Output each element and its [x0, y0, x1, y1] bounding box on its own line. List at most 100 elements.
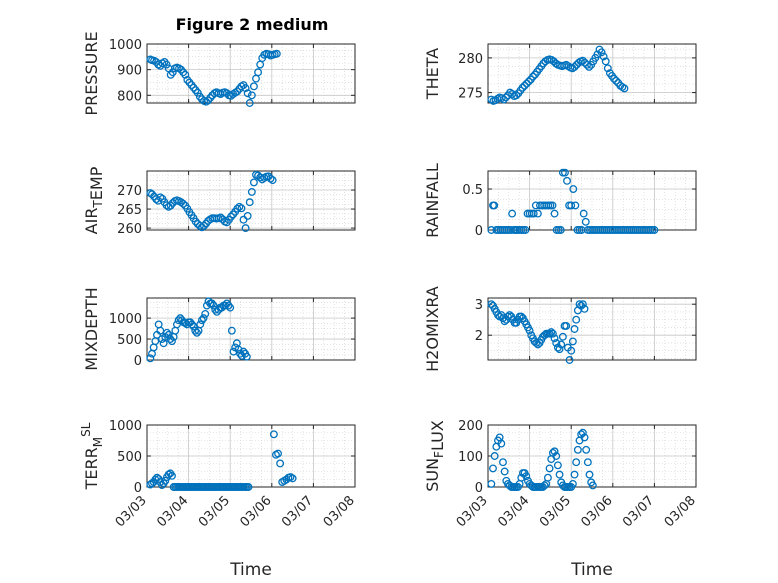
y-tick-label: 500: [117, 450, 142, 465]
x-tick-label: 03/07: [279, 493, 316, 530]
data-point: [148, 190, 156, 199]
data-point: [529, 209, 538, 218]
data-point: [156, 326, 165, 335]
data-point: [556, 226, 565, 234]
axes-background: [488, 171, 696, 230]
subplot-4: 0 0.5 RAINFALL: [423, 163, 697, 239]
y-label-text: AIR: [82, 208, 101, 235]
y-tick-label: 280: [458, 52, 483, 67]
y-label-superscript: SL: [79, 422, 93, 437]
data-point: [266, 174, 275, 183]
data-markers: [146, 49, 281, 107]
data-point: [211, 305, 220, 314]
data-point: [224, 301, 233, 310]
data-point: [174, 316, 183, 325]
data-point: [520, 81, 529, 90]
y-axis-label: H2OMIXRA: [423, 286, 442, 372]
data-point: [499, 95, 508, 104]
y-tick-label: 270: [117, 184, 142, 199]
y-label-text: THETA: [423, 48, 442, 100]
x-tick-label: 03/03: [113, 493, 150, 530]
data-point: [191, 217, 200, 226]
axes-box: [487, 43, 697, 104]
y-label-subscript: M: [91, 437, 105, 447]
data-point: [569, 185, 578, 193]
data-point: [163, 328, 171, 337]
data-point: [243, 89, 252, 98]
y-tick-label: 0: [134, 481, 142, 496]
data-point: [567, 201, 576, 210]
data-point: [522, 79, 531, 88]
data-point: [578, 428, 587, 437]
data-point: [563, 176, 571, 185]
data-markers: [146, 297, 251, 363]
data-point: [243, 211, 252, 220]
data-point: [548, 201, 557, 210]
data-point: [247, 187, 256, 196]
data-point: [168, 471, 176, 480]
data-point: [525, 326, 534, 335]
data-point: [179, 199, 188, 208]
data-point: [550, 209, 559, 218]
data-point: [572, 458, 581, 467]
data-point: [528, 72, 537, 81]
data-point: [558, 332, 567, 341]
data-point: [234, 345, 243, 354]
data-point: [209, 301, 218, 310]
y-label-text: MIXDEPTH: [82, 287, 101, 370]
data-point: [192, 328, 201, 337]
y-axis-label: AIRTEMP: [82, 166, 106, 234]
data-point: [233, 204, 242, 213]
data-point: [249, 82, 258, 91]
data-point: [570, 62, 579, 71]
data-point: [272, 49, 281, 58]
data-point: [568, 337, 577, 346]
data-point: [276, 459, 285, 468]
y-axis-label: THETA: [423, 48, 442, 100]
data-point: [550, 334, 559, 343]
data-point: [555, 345, 564, 354]
data-point: [570, 325, 579, 333]
data-point: [571, 201, 580, 210]
data-point: [221, 301, 230, 310]
x-tick-label: 03/08: [662, 493, 699, 530]
y-label-subscript: T: [91, 200, 105, 209]
data-point: [550, 447, 559, 456]
y-label-subscript: F: [432, 451, 446, 458]
data-point: [583, 60, 591, 69]
subplot-2: 275 280 THETA: [423, 43, 697, 105]
x-tick-label: 03/05: [196, 493, 233, 530]
data-point: [245, 99, 254, 107]
data-point: [245, 198, 254, 207]
y-tick-label: 0: [475, 481, 483, 496]
data-point: [603, 64, 612, 73]
data-point: [187, 320, 196, 329]
data-point: [581, 217, 590, 226]
data-point: [269, 430, 278, 439]
data-point: [201, 309, 210, 318]
y-label-text: RAINFALL: [423, 163, 442, 238]
x-tick-label: 03/08: [321, 493, 358, 530]
data-point: [241, 84, 250, 93]
data-point: [162, 60, 171, 69]
subplot-1: 800 900 1000 PRESSURE: [82, 31, 356, 116]
data-point: [545, 464, 554, 473]
data-point: [229, 347, 238, 356]
data-point: [227, 326, 236, 335]
data-point: [565, 356, 574, 364]
data-point: [620, 84, 629, 93]
data-markers: [487, 300, 589, 364]
data-point: [567, 346, 576, 355]
data-point: [274, 449, 282, 458]
y-tick-label: 1000: [109, 312, 142, 327]
data-point: [193, 88, 202, 97]
subplot-5: 0 500 1000 MIXDEPTH: [82, 287, 356, 371]
y-tick-label: 2: [475, 329, 483, 344]
data-point: [580, 433, 589, 442]
y-tick-label: 1000: [109, 38, 142, 53]
y-axis-label: SUNFLUX: [423, 420, 447, 492]
y-axis-label: TERRMSL: [79, 422, 105, 490]
data-markers: [487, 45, 629, 105]
data-point: [568, 479, 577, 488]
x-tick-label: 03/04: [154, 493, 191, 530]
